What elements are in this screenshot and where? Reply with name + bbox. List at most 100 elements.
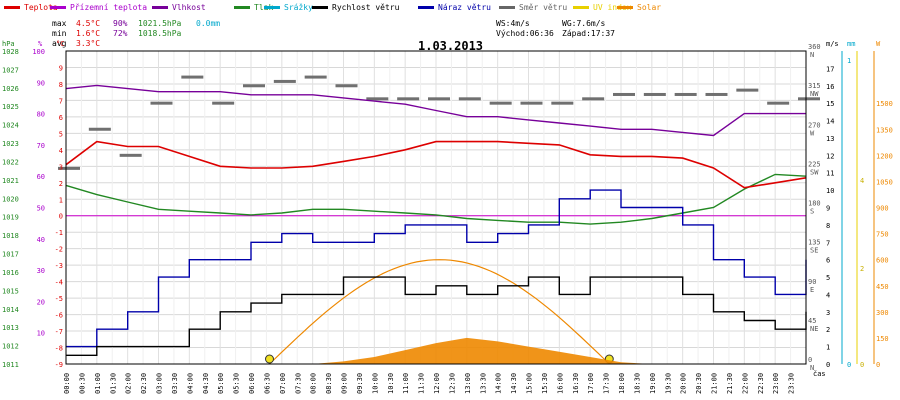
x-tick-label: 12:00 [433, 373, 441, 394]
x-tick-label: 05:30 [233, 373, 241, 394]
x-tick-label: 23:30 [788, 373, 796, 394]
dir-tick-label: 180 [808, 200, 821, 208]
legend-label: Směr větru [519, 3, 567, 12]
press-tick-label: 1016 [2, 269, 19, 277]
sunrise-marker [265, 354, 274, 364]
legend-swatch [617, 6, 633, 9]
solar-theoretical-curve [269, 259, 610, 365]
x-tick-label: 20:30 [695, 373, 703, 394]
wind-tick-label: 8 [826, 222, 830, 230]
wind-dir-mark [366, 97, 389, 101]
dir-tick-label: 360 [808, 43, 821, 51]
x-tick-label: 10:30 [387, 373, 395, 394]
temp-tick-label: -2 [55, 246, 63, 254]
gust-line [66, 189, 807, 348]
temp-tick-label: 4 [59, 147, 63, 155]
wind-tick-label: 2 [826, 326, 830, 334]
wind-dir-mark [150, 101, 173, 105]
solar-tick-label: 300 [876, 309, 889, 317]
dir-tick-label: NW [810, 90, 819, 98]
x-tick-label: 22:30 [757, 373, 765, 394]
x-tick-label: 02:00 [125, 373, 133, 394]
wind-unit: m/s [826, 40, 839, 48]
legend: Teplota Přízemní teplota Vlhkost Tlak Srážky… [4, 3, 661, 12]
uv-tick-label: 4 [860, 177, 864, 185]
rain-tick-label: 1 [847, 57, 851, 65]
wind-tick-label: 16 [826, 83, 834, 91]
wind-tick-label: 17 [826, 65, 834, 73]
temp-tick-label: 2 [59, 180, 63, 188]
legend-label: Náraz větru [438, 3, 491, 12]
hum-tick-label: 80 [37, 111, 45, 119]
wind-speed-line [66, 276, 807, 357]
legend-label: UV index [593, 3, 632, 12]
temp-tick-label: -9 [55, 361, 63, 369]
wind-dir-mark [705, 92, 728, 96]
x-tick-label: 14:00 [495, 373, 503, 394]
press-tick-label: 1027 [2, 66, 19, 74]
hum-tick-label: 90 [37, 79, 45, 87]
wind-tick-label: 7 [826, 239, 830, 247]
plot-area [58, 51, 820, 365]
x-tick-label: 11:30 [418, 373, 426, 394]
legend-swatch [264, 6, 280, 9]
x-tick-label: 23:00 [772, 373, 780, 394]
hum-tick-label: 30 [37, 267, 45, 275]
wind-dir-mark [582, 97, 605, 101]
wind-tick-label: 1 [826, 344, 830, 352]
wind-dir-mark [119, 153, 142, 157]
wind-tick-label: 15 [826, 100, 834, 108]
x-tick-label: 13:30 [479, 373, 487, 394]
rain-tick-label: 0 [847, 361, 851, 369]
wind-dir-mark [304, 75, 327, 79]
dir-tick-label: 135 [808, 239, 821, 247]
x-tick-label: 12:30 [448, 373, 456, 394]
dir-tick-label: 0 [808, 356, 812, 364]
stat-min-label: min [52, 29, 67, 38]
wind-dir-mark [397, 97, 420, 101]
x-tick-label: 18:30 [633, 373, 641, 394]
x-tick-label: 20:00 [680, 373, 688, 394]
x-tick-label: 03:00 [156, 373, 164, 394]
temp-tick-label: -7 [55, 328, 63, 336]
x-tick-label: 21:30 [726, 373, 734, 394]
header: max 4.5°C 90% 1021.5hPa 0.0mm min 1.6°C … [52, 19, 615, 53]
wind-dir-mark [613, 92, 635, 96]
solar-tick-label: 600 [876, 257, 889, 265]
temperature-line [65, 140, 807, 189]
temp-tick-label: -5 [55, 295, 63, 303]
x-tick-label: 17:30 [603, 373, 611, 394]
dir-tick-label: NE [810, 325, 818, 333]
wind-dir-mark [458, 97, 481, 101]
legend-label: Rychlost větru [332, 3, 400, 12]
temp-tick-label: 3 [59, 163, 63, 171]
legend-label: Tlak [254, 3, 273, 12]
wind-dir-mark [212, 101, 235, 105]
dir-tick-label: 90 [808, 278, 816, 286]
x-tick-label: 15:30 [541, 373, 549, 394]
legend-label: Vlhkost [172, 3, 206, 12]
stat-max-hum: 90% [113, 19, 128, 28]
temp-tick-label: -8 [55, 345, 63, 353]
x-tick-label: 10:00 [371, 373, 379, 394]
press-tick-label: 1014 [2, 306, 19, 314]
press-tick-label: 1022 [2, 158, 19, 166]
solar-unit: W [876, 40, 881, 48]
press-tick-label: 1023 [2, 140, 19, 148]
temp-tick-label: 1 [59, 196, 63, 204]
legend-swatch [573, 6, 589, 9]
wind-dir-mark [181, 75, 204, 79]
dir-tick-label: SE [810, 247, 818, 255]
dir-tick-label: SW [810, 168, 819, 176]
x-tick-label: 01:00 [94, 373, 102, 394]
dir-tick-label: N [810, 364, 814, 372]
dir-tick-label: 270 [808, 121, 821, 129]
uv-tick-label: 0 [860, 361, 864, 369]
solar-area [66, 337, 806, 364]
axes: -9-8-7-6-5-4-3-2-10123456789°C1020304050… [2, 40, 893, 394]
wind-tick-label: 3 [826, 309, 830, 317]
legend-label: Teplota [24, 3, 58, 12]
legend-label: Srážky [284, 3, 313, 12]
x-tick-label: 02:30 [140, 373, 148, 394]
x-axis-label: čas [813, 370, 826, 378]
